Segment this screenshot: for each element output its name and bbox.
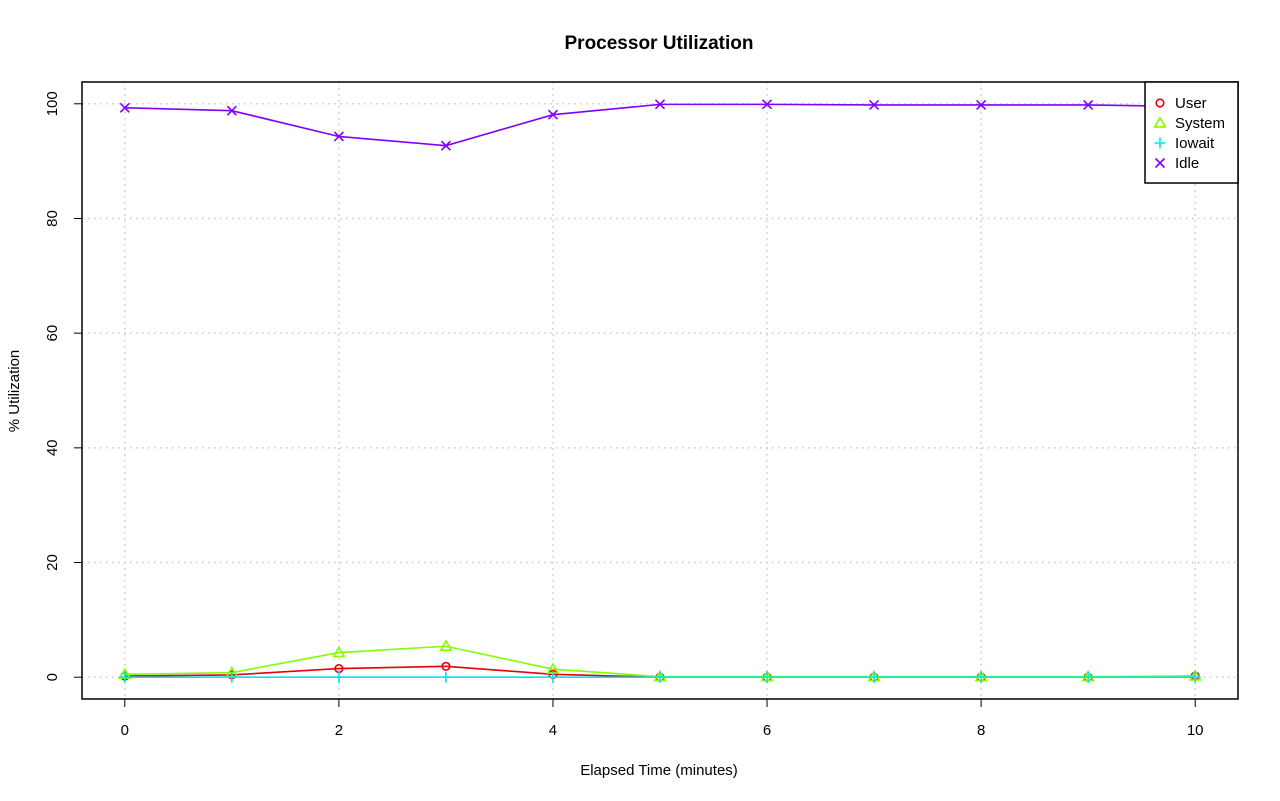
y-tick-label: 0 (44, 673, 61, 681)
data-point-system (332, 645, 346, 658)
legend-label-idle: Idle (1175, 155, 1199, 172)
data-point-idle (119, 102, 130, 113)
data-point-user (441, 661, 451, 671)
data-point-iowait (547, 671, 559, 683)
data-point-idle (976, 99, 987, 111)
legend: User System Iowait Idle (1144, 81, 1239, 184)
series-lines (118, 99, 1202, 683)
data-point-idle (440, 140, 451, 151)
series-idle (119, 99, 1201, 151)
data-point-idle (869, 99, 880, 111)
data-point-idle (333, 131, 344, 142)
y-tick-label: 40 (44, 439, 61, 456)
x-tick-label: 8 (977, 722, 985, 739)
data-point-iowait (868, 671, 880, 683)
legend-marker-user (1155, 98, 1165, 108)
legend-label-system: System (1175, 115, 1225, 132)
data-point-iowait (440, 671, 452, 683)
data-point-iowait (761, 671, 773, 683)
data-point-idle (1083, 99, 1094, 111)
legend-label-user: User (1175, 95, 1207, 112)
data-point-idle (654, 99, 666, 110)
data-point-idle (226, 105, 237, 116)
chart-title: Processor Utilization (565, 33, 754, 54)
y-tick-label: 20 (44, 554, 61, 571)
plot-frame (81, 81, 1239, 700)
data-point-iowait (333, 671, 345, 683)
series-iowait (119, 671, 1201, 683)
x-axis-label: Elapsed Time (minutes) (580, 762, 738, 779)
x-tick-label: 4 (549, 722, 557, 739)
x-tick-label: 0 (121, 722, 129, 739)
data-point-idle (761, 99, 773, 110)
y-tick-label: 80 (44, 210, 61, 227)
data-point-iowait (1189, 671, 1201, 683)
legend-label-iowait: Iowait (1175, 135, 1215, 152)
legend-marker-iowait (1154, 137, 1166, 149)
legend-marker-idle (1154, 157, 1166, 169)
data-point-system (439, 639, 453, 651)
x-tick-label: 10 (1187, 722, 1204, 739)
data-point-idle (547, 109, 559, 120)
x-tick-label: 2 (335, 722, 343, 739)
x-tick-label: 6 (763, 722, 771, 739)
data-point-iowait (226, 671, 238, 683)
data-point-iowait (975, 671, 987, 683)
data-point-iowait (119, 671, 131, 683)
data-point-iowait (1082, 671, 1094, 683)
y-tick-label: 100 (44, 91, 61, 116)
data-point-iowait (654, 671, 666, 683)
y-axis-label: % Utilization (6, 350, 23, 433)
legend-marker-system (1153, 116, 1167, 128)
y-tick-label: 60 (44, 325, 61, 342)
